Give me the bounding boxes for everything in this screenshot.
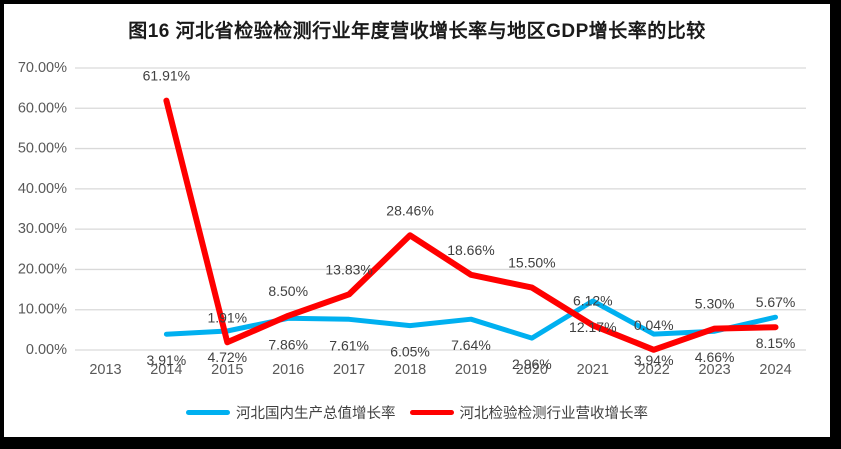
x-tick-label: 2016: [272, 362, 304, 378]
y-axis: 0.00% 10.00% 20.00% 30.00% 40.00% 50.00% 60.00…: [18, 60, 67, 358]
gdp-growth-line: [163, 298, 778, 341]
y-tick-label: 20.00%: [18, 261, 67, 277]
x-tick-label: 2017: [333, 362, 365, 378]
x-tick-label: 2015: [211, 362, 243, 378]
x-tick-label: 2018: [394, 362, 426, 378]
data-point-label: 3.94%: [634, 352, 674, 368]
data-point-label: 5.30%: [695, 296, 735, 312]
data-point-label: 8.15%: [756, 335, 796, 351]
testing-revenue-data-labels: 61.91% 1.91% 8.50% 13.83% 28.46% 18.66% 15.50%…: [143, 68, 796, 333]
y-tick-label: 10.00%: [18, 302, 67, 318]
data-point-label: 6.05%: [390, 344, 430, 360]
legend-item-gdp-growth: 河北国内生产总值增长率: [186, 402, 396, 423]
x-tick-label: 2022: [638, 362, 670, 378]
x-tick-label: 2021: [577, 362, 609, 378]
x-tick-label: 2024: [759, 362, 791, 378]
x-tick-label: 2019: [455, 362, 487, 378]
data-point-label: 28.46%: [386, 202, 433, 218]
data-point-label: 6.12%: [573, 292, 613, 308]
legend: 河北国内生产总值增长率 河北检验检测行业营收增长率: [4, 402, 830, 423]
y-tick-label: 50.00%: [18, 141, 67, 157]
gdp-growth-data-labels: 3.91% 4.72% 7.86% 7.61% 6.05% 7.64% 2.96% 12.17…: [147, 319, 796, 372]
x-tick-label: 2013: [89, 362, 121, 378]
data-point-label: 8.50%: [268, 283, 308, 299]
legend-label-testing-revenue-growth: 河北检验检测行业营收增长率: [459, 406, 649, 422]
y-tick-label: 60.00%: [18, 100, 67, 116]
testing-revenue-line-swatch: [409, 410, 454, 415]
legend-label-gdp-growth: 河北国内生产总值增长率: [236, 406, 396, 422]
data-point-label: 1.91%: [207, 309, 247, 325]
data-point-label: 7.86%: [268, 336, 308, 352]
x-tick-label: 2020: [516, 362, 548, 378]
y-tick-label: 70.00%: [18, 60, 67, 76]
x-tick-label: 2014: [150, 362, 182, 378]
data-point-label: 2.96%: [512, 356, 552, 372]
testing-revenue-line: [163, 97, 779, 353]
data-point-label: 7.64%: [451, 337, 491, 353]
y-tick-label: 40.00%: [18, 181, 67, 197]
data-point-label: 4.72%: [207, 349, 247, 365]
x-axis: 2013 2014 2015 2016 2017 2018 2019 2020 2021 2022…: [89, 362, 791, 378]
data-point-label: 18.66%: [447, 242, 494, 258]
chart-title: 图16 河北省检验检测行业年度营收增长率与地区GDP增长率的比较: [128, 21, 706, 42]
y-tick-label: 30.00%: [18, 221, 67, 237]
legend-item-testing-revenue-growth: 河北检验检测行业营收增长率: [409, 402, 649, 423]
data-point-label: 3.91%: [147, 352, 187, 368]
data-point-label: 12.17%: [569, 319, 616, 335]
data-point-label: 61.91%: [143, 68, 190, 84]
line-chart: 0.00% 10.00% 20.00% 30.00% 40.00% 50.00% 60.00…: [18, 60, 806, 378]
x-tick-label: 2023: [698, 362, 730, 378]
data-point-label: 4.66%: [695, 349, 735, 365]
y-tick-label: 0.00%: [26, 342, 67, 358]
data-point-label: 13.83%: [325, 261, 372, 277]
data-point-label: 5.67%: [756, 294, 796, 310]
gdp-growth-line-swatch: [186, 410, 230, 415]
data-point-label: 0.04%: [634, 317, 674, 333]
data-point-label: 15.50%: [508, 255, 555, 271]
data-point-label: 7.61%: [329, 337, 369, 353]
